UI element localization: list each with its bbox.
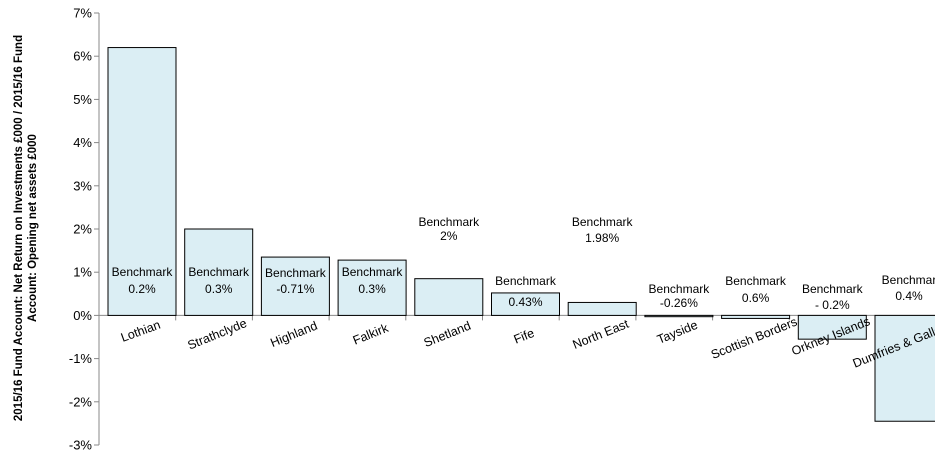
axes: -3% -2% -1% 0% 1% 2% 3% 4% 5% 6% 7% [69,6,935,450]
bar [721,314,791,319]
y-tick-label: 2% [73,222,92,237]
category-label: Tayside [655,318,700,347]
y-tick-label: -2% [69,394,93,409]
y-tick-label: 1% [73,265,92,280]
bar [797,314,867,340]
bars [107,47,935,422]
y-axis-title: 2015/16 Fund Account: Net Return on Inve… [13,35,39,421]
category-label: Shetland [422,319,473,350]
y-axis-title-line-1: 2015/16 Fund Account: Net Return on Inve… [13,35,25,421]
bar [107,47,177,316]
bar [260,256,330,316]
y-tick-label: 7% [73,6,92,21]
y-tick-label: 0% [73,308,92,323]
bar [491,292,560,316]
y-tick-label: -1% [69,351,93,366]
category-label: Scottish Borders [709,315,799,362]
benchmark-value: 0.6% [742,291,770,305]
benchmark-label: Benchmark [725,274,787,288]
benchmark-value: 0.2% [128,282,156,296]
benchmark-label: Benchmar [882,273,935,287]
benchmark-value: 2% [440,229,458,243]
benchmark-annotations: Benchmark 0.2% Benchmark 0.3% Benchmark -0.71… [112,215,935,312]
benchmark-value: 0.3% [205,282,233,296]
benchmark-value: -0.71% [276,282,314,296]
benchmark-value: 0.43% [508,295,542,309]
y-tick-label: -3% [69,438,93,450]
benchmark-value: 0.4% [895,289,923,303]
bar [184,228,254,316]
category-label: Highland [268,319,319,350]
benchmark-value: -0.26% [660,296,698,310]
category-label: Lothian [119,318,162,345]
category-label: Falkirk [351,321,391,348]
benchmark-label: Benchmark [342,265,404,279]
benchmark-value: 0.3% [358,282,386,296]
bar [874,314,935,422]
benchmark-label: Benchmark [418,215,480,229]
y-tick-label: 5% [73,92,92,107]
benchmark-label: Benchmark [265,266,327,280]
bar [337,259,407,316]
category-label: Fife [512,326,537,347]
y-axis-title-line-2: Account: Opening net assets £000 [27,134,39,322]
benchmark-value: - 0.2% [815,298,850,312]
benchmark-label: Benchmark [802,282,864,296]
benchmark-label: Benchmark [572,215,634,229]
benchmark-label: Benchmark [112,265,174,279]
bar [567,301,637,316]
bar [644,314,714,318]
category-label: Strathclyde [186,316,249,352]
y-tick-label: 4% [73,135,92,150]
benchmark-value: 1.98% [585,231,619,245]
category-label: North East [571,317,631,352]
y-tick-label: 6% [73,49,92,64]
benchmark-label: Benchmark [188,265,250,279]
benchmark-label: Benchmark [495,274,557,288]
bar [414,278,484,316]
y-tick-label: 3% [73,178,92,193]
y-axis-title-text: 2015/16 Fund Account: Net Return on Inve… [13,35,39,421]
benchmark-label: Benchmark [649,282,711,296]
